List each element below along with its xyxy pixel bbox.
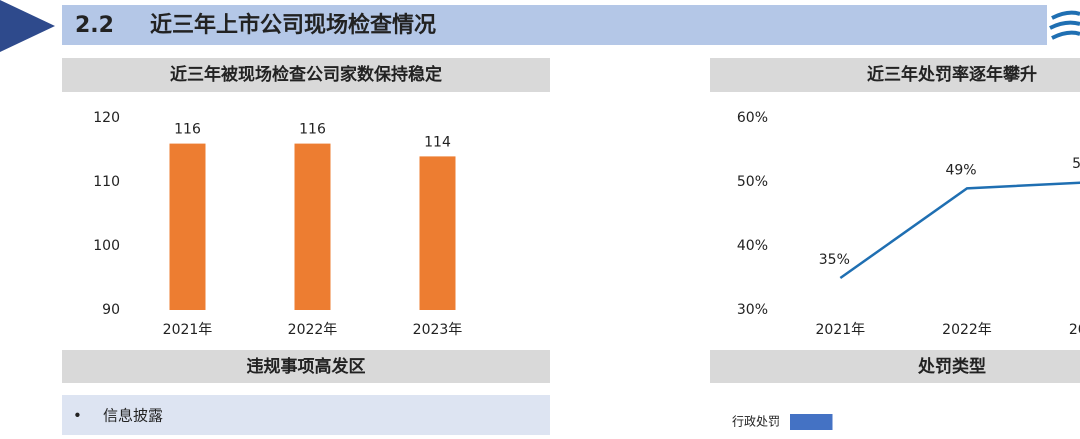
bar — [419, 156, 456, 310]
header-number: 2.2 — [75, 13, 114, 38]
chart-title: 处罚类型 — [917, 356, 986, 377]
y-tick-label: 60% — [737, 110, 768, 126]
x-tick-label: 2022年 — [288, 322, 338, 338]
y-tick-label: 110 — [93, 174, 120, 190]
bar — [169, 143, 206, 310]
data-label: 114 — [424, 134, 451, 150]
x-tick-label: 2021年 — [163, 322, 213, 338]
section-title-box — [62, 350, 550, 383]
y-tick-label: 30% — [737, 302, 768, 318]
header-arrow — [0, 0, 55, 52]
header-band — [62, 5, 1047, 45]
bar — [294, 143, 331, 310]
section-title: 违规事项高发区 — [247, 356, 366, 377]
chart-title-box — [710, 350, 1080, 383]
data-label: 50% — [1072, 156, 1080, 172]
chart-title: 近三年被现场检查公司家数保持稳定 — [170, 64, 442, 85]
chart-title: 近三年处罚率逐年攀升 — [867, 64, 1037, 85]
bar — [790, 414, 833, 430]
data-label: 116 — [174, 122, 201, 138]
x-tick-label: 2023年 — [413, 322, 463, 338]
y-tick-label: 120 — [93, 110, 120, 126]
y-tick-label: 50% — [737, 174, 768, 190]
list-row — [62, 395, 550, 435]
x-tick-label: 2023年 — [1069, 322, 1080, 338]
data-label: 35% — [819, 252, 850, 268]
y-tick-label: 100 — [93, 238, 120, 254]
bullet: • — [73, 407, 82, 425]
line — [839, 181, 1080, 280]
logo — [1049, 10, 1080, 40]
chart-title-box — [62, 58, 550, 92]
header-title: 近三年上市公司现场检查情况 — [150, 12, 436, 38]
x-tick-label: 2022年 — [942, 322, 992, 338]
data-label: 116 — [299, 122, 326, 138]
y-tick-label: 40% — [737, 238, 768, 254]
x-tick-label: 2021年 — [816, 322, 866, 338]
y-tick-label: 90 — [102, 302, 120, 318]
y-tick-label: 行政处罚 — [732, 415, 780, 429]
data-label: 49% — [945, 162, 976, 178]
list-item: 信息披露 — [103, 407, 163, 425]
chart-title-box — [710, 58, 1080, 92]
